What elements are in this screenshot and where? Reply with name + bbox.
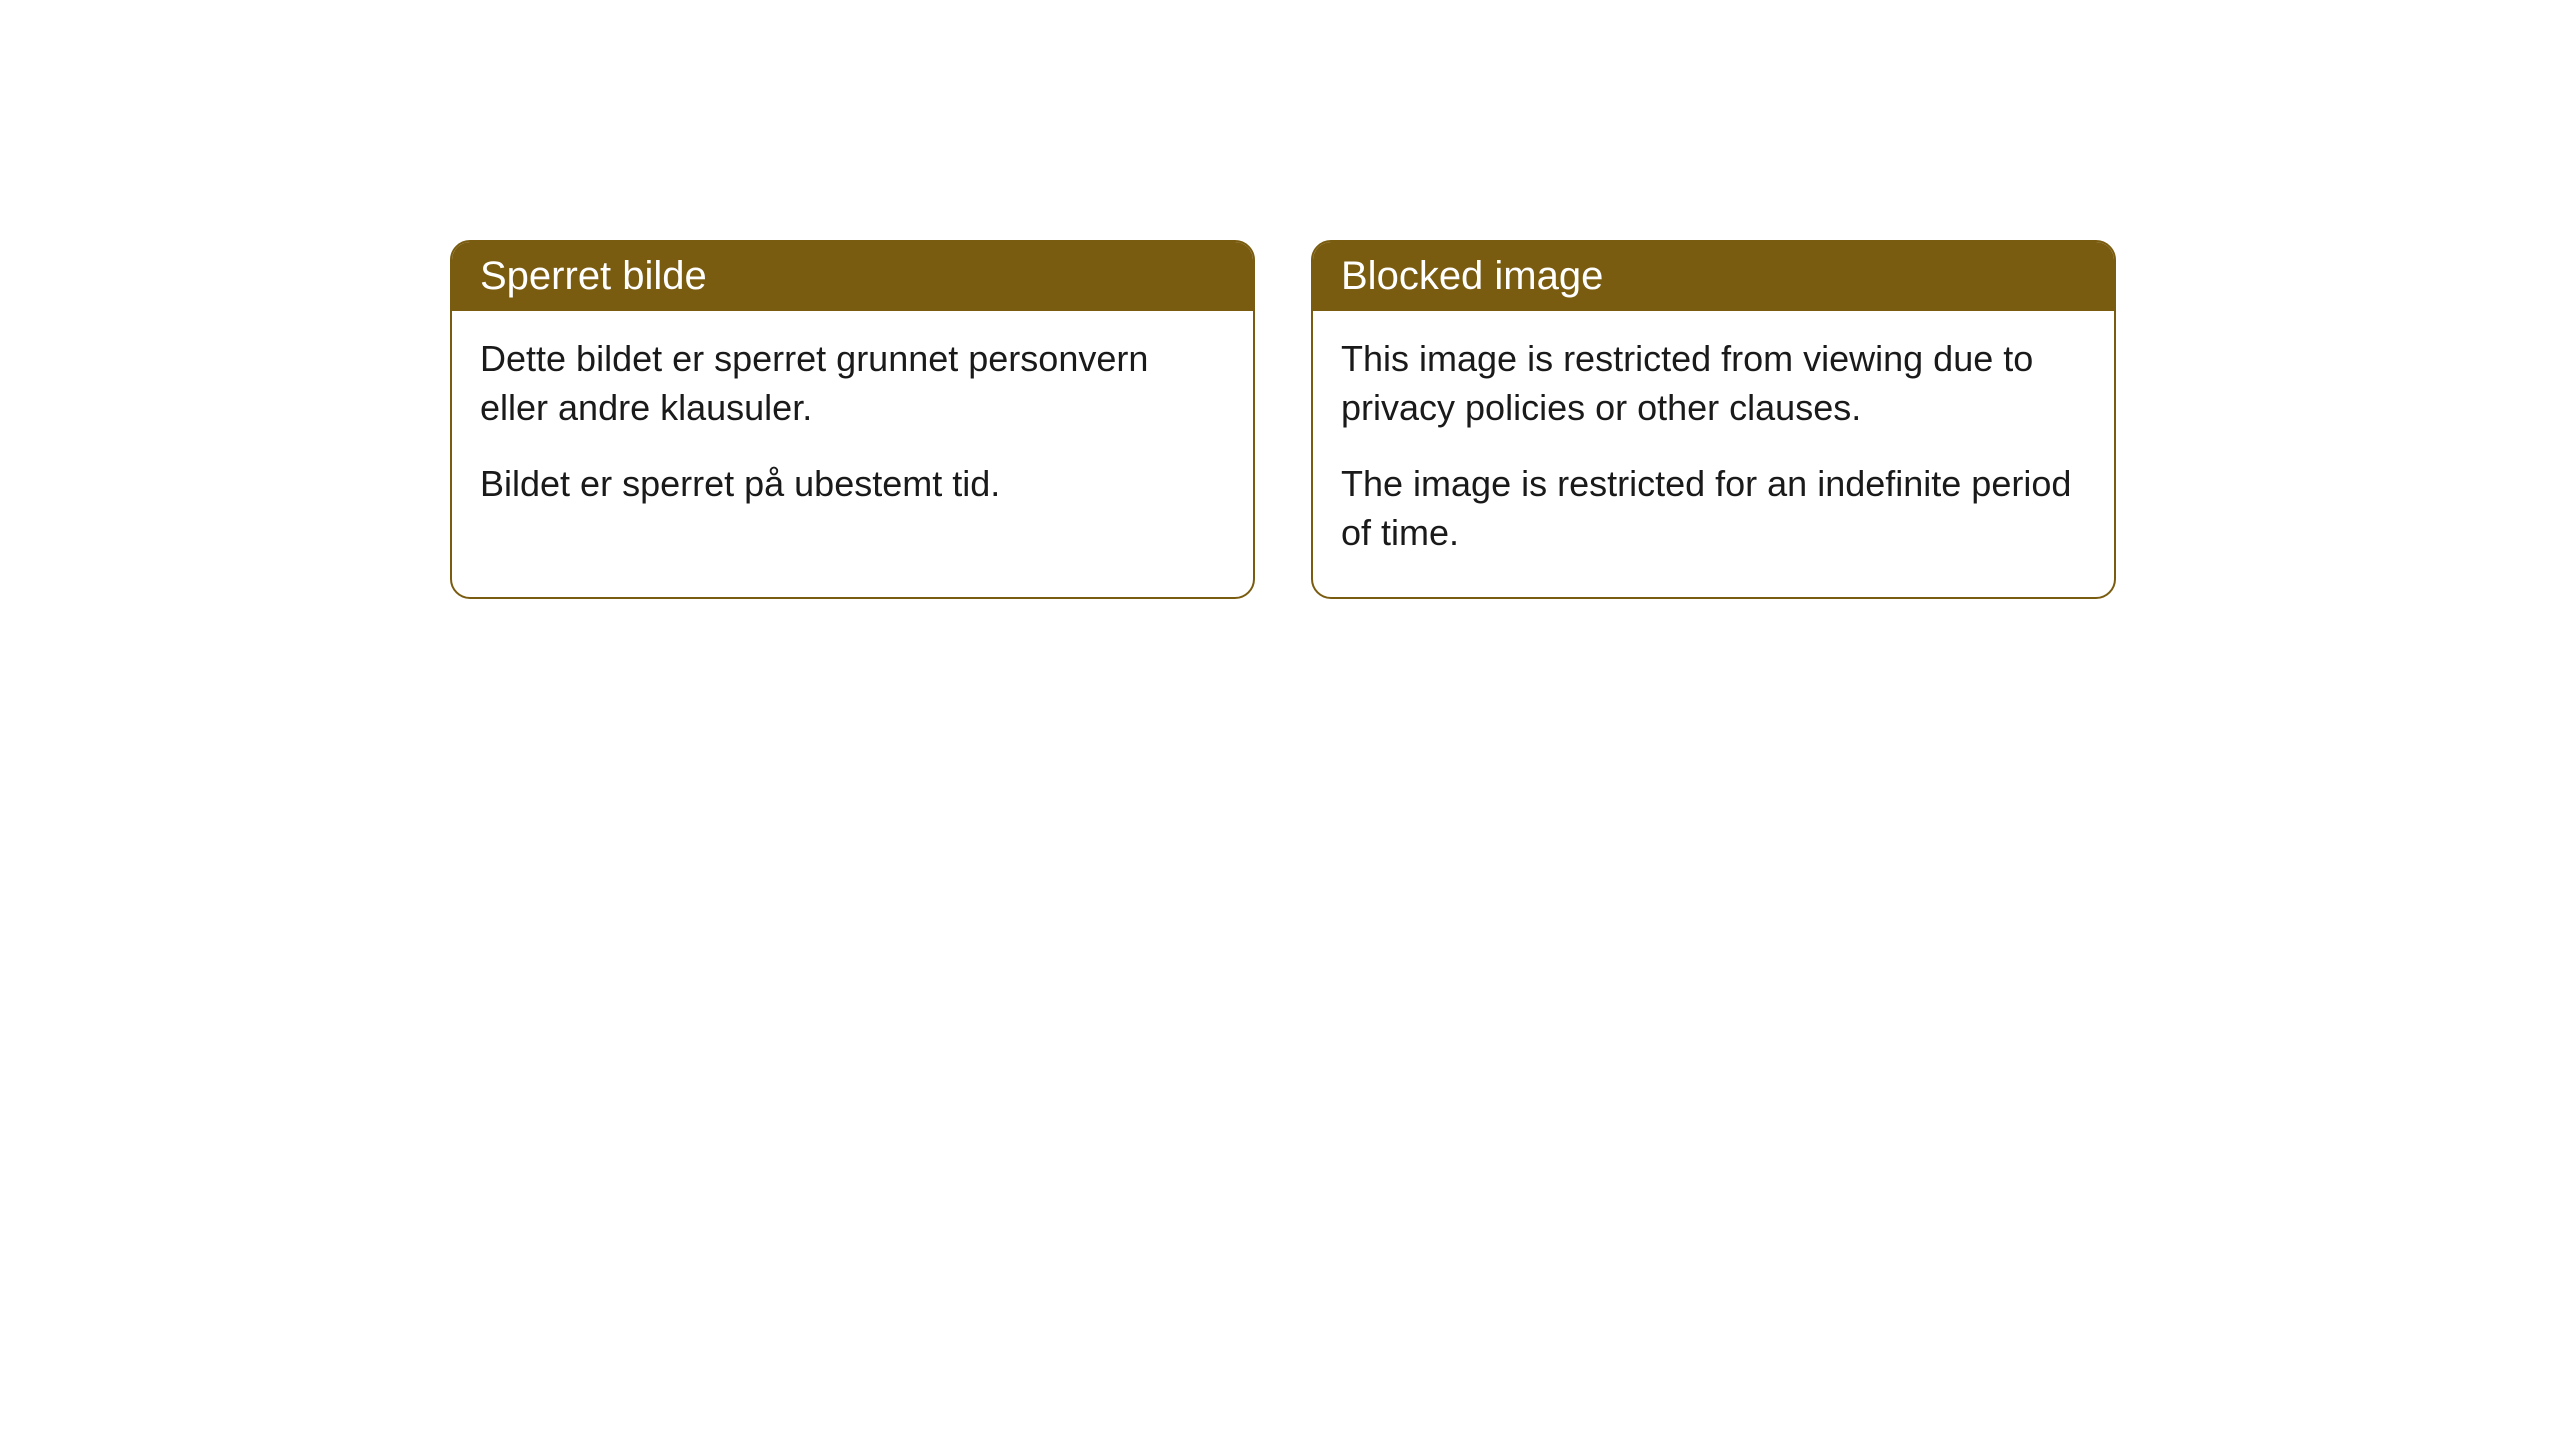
notice-card-norwegian: Sperret bilde Dette bildet er sperret gr…	[450, 240, 1255, 599]
card-title: Sperret bilde	[480, 254, 707, 298]
card-paragraph: Dette bildet er sperret grunnet personve…	[480, 335, 1225, 432]
card-paragraph: Bildet er sperret på ubestemt tid.	[480, 460, 1225, 509]
notice-card-english: Blocked image This image is restricted f…	[1311, 240, 2116, 599]
card-body: Dette bildet er sperret grunnet personve…	[452, 311, 1253, 549]
notice-container: Sperret bilde Dette bildet er sperret gr…	[450, 240, 2116, 599]
card-title: Blocked image	[1341, 254, 1603, 298]
card-paragraph: This image is restricted from viewing du…	[1341, 335, 2086, 432]
card-paragraph: The image is restricted for an indefinit…	[1341, 460, 2086, 557]
card-body: This image is restricted from viewing du…	[1313, 311, 2114, 597]
card-header: Blocked image	[1313, 242, 2114, 311]
card-header: Sperret bilde	[452, 242, 1253, 311]
